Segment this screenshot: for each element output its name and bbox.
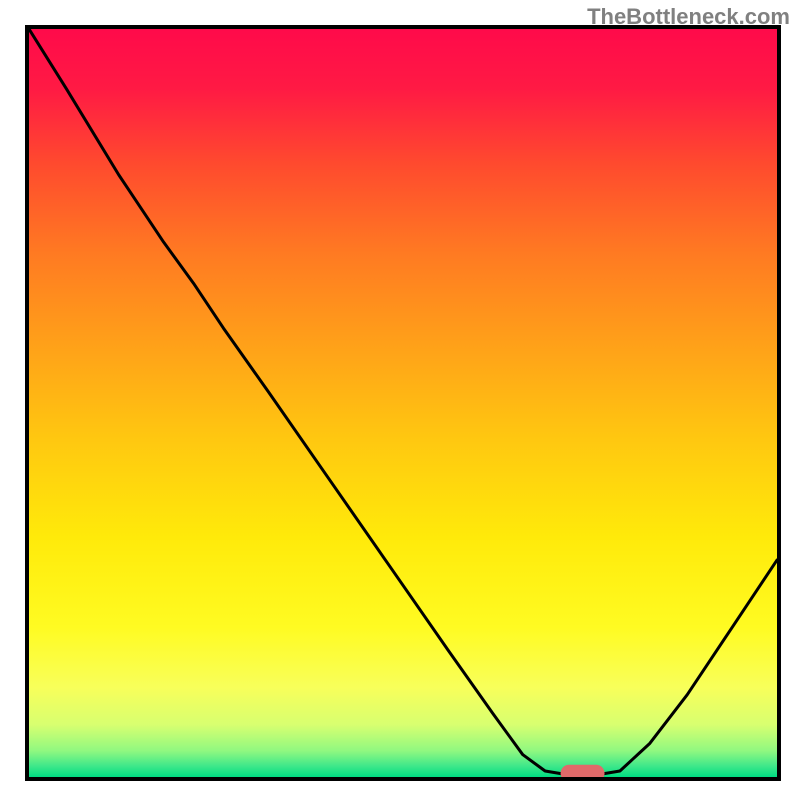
plot-area bbox=[29, 29, 777, 777]
curve-path bbox=[29, 29, 777, 775]
bottleneck-curve bbox=[29, 29, 777, 777]
bottleneck-chart: TheBottleneck.com bbox=[0, 0, 800, 800]
optimum-marker bbox=[560, 765, 605, 777]
